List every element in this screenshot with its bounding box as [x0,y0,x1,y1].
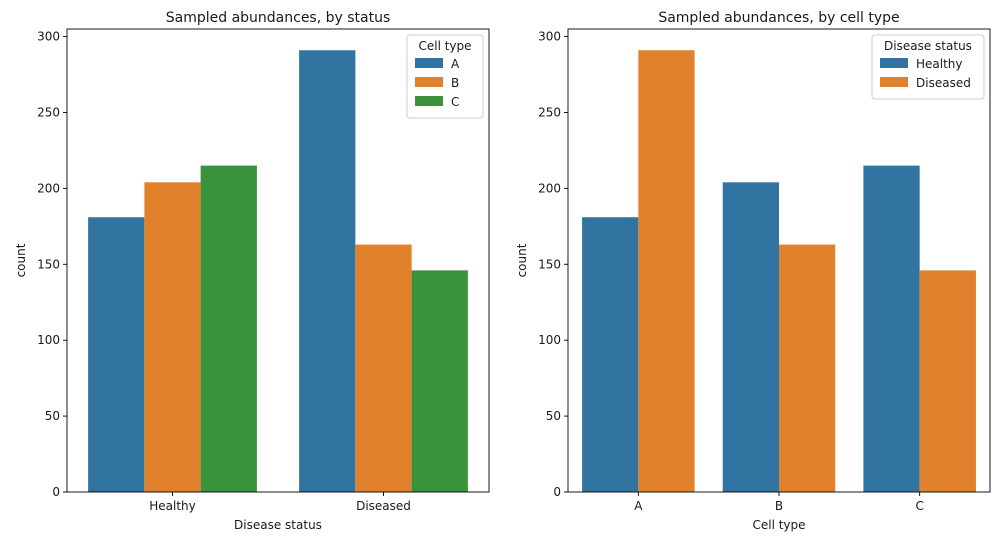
legend-label-b: B [451,76,459,90]
x-tick-label: Diseased [356,499,411,513]
bar-healthy-a [582,217,639,493]
x-tick-label: C [915,499,923,513]
chart-title: Sampled abundances, by cell type [658,10,899,26]
x-tick-label: A [634,499,643,513]
y-tick-label: 200 [538,181,561,195]
y-tick-label: 200 [37,181,60,195]
bar-b-diseased [355,244,412,492]
y-tick-label: 250 [538,105,561,119]
y-tick-label: 50 [546,409,561,423]
bar-c-diseased [411,270,468,492]
y-tick-label: 100 [37,333,60,347]
x-axis-label: Cell type [752,518,805,532]
y-tick-label: 150 [538,257,561,271]
legend-label-a: A [451,57,460,71]
bar-b-healthy [144,182,201,492]
bar-healthy-c [863,165,920,492]
chart-panel-2: 0 50 100 150 200 250 300 A B C Sampled abundances,… [515,10,991,532]
y-tick-label: 100 [538,333,561,347]
legend-label-diseased: Diseased [916,76,971,90]
legend-title: Disease status [884,39,972,53]
y-tick-label: 50 [45,409,60,423]
legend-swatch-c [415,96,443,106]
chart-title: Sampled abundances, by status [166,10,391,26]
bar-healthy-b [722,182,779,492]
legend: Disease status Healthy Diseased [871,34,985,100]
bar-a-healthy [88,217,145,493]
legend-swatch-a [415,58,443,68]
bar-diseased-b [779,244,836,492]
x-axis-label: Disease status [234,518,322,532]
y-tick-label: 150 [37,257,60,271]
y-tick-label: 250 [37,105,60,119]
legend-label-healthy: Healthy [916,57,963,71]
legend: Cell type ABC [406,34,484,119]
axes-frame [66,28,490,493]
x-tick-label: Healthy [149,499,196,513]
bar-diseased-a [638,50,695,492]
legend-label-c: C [451,95,459,109]
legend-swatch-healthy [880,58,908,68]
legend-swatch-diseased [880,77,908,87]
y-axis-label: count [14,243,28,277]
legend-title: Cell type [418,39,471,53]
x-tick-label: B [775,499,783,513]
y-tick-label: 0 [52,485,60,499]
legend-swatch-b [415,77,443,87]
y-axis-label: count [515,243,529,277]
bar-c-healthy [200,165,257,492]
bar-a-diseased [299,50,356,492]
y-tick-label: 300 [538,30,561,44]
y-tick-label: 300 [37,30,60,44]
y-tick-label: 0 [553,485,561,499]
chart-panel-1: 0 50 100 150 200 250 300 Healthy Diseased Sampled… [14,10,490,532]
bar-diseased-c [919,270,976,492]
